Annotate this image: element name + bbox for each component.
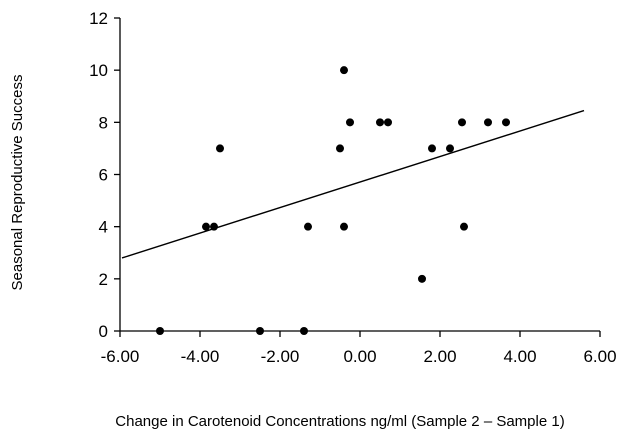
data-point	[418, 274, 426, 283]
data-point	[340, 66, 348, 75]
plot-area: 0 2 4 6 8 10 12 -6.00 -4.00 -2.00 0.00 2.00 4.00 6.00	[89, 9, 616, 366]
y-tick-label: 10	[89, 61, 108, 80]
data-point	[202, 222, 210, 231]
data-point	[256, 327, 264, 335]
data-point	[304, 222, 312, 231]
data-point	[346, 118, 354, 127]
y-tick-label: 12	[89, 9, 108, 28]
x-tick-label: -6.00	[101, 347, 140, 366]
x-tick-label: 0.00	[343, 347, 376, 366]
x-tick-label: -4.00	[181, 347, 220, 366]
x-tick-label: 6.00	[583, 347, 616, 366]
data-point	[210, 222, 218, 231]
data-point	[340, 222, 348, 231]
trend-line	[121, 109, 585, 259]
y-tick-label: 2	[99, 270, 108, 289]
data-point	[376, 118, 384, 127]
x-tick-label: 4.00	[503, 347, 536, 366]
x-tick-label: 2.00	[423, 347, 456, 366]
y-tick-label: 6	[99, 166, 108, 185]
y-tick-label: 8	[99, 113, 108, 132]
data-point	[446, 144, 454, 153]
y-tick-label: 0	[99, 322, 108, 341]
data-point	[300, 327, 308, 335]
x-axis-title: Change in Carotenoid Concentrations ng/m…	[115, 413, 564, 430]
data-point	[460, 222, 468, 231]
data-point	[458, 118, 466, 127]
data-point	[336, 144, 344, 153]
data-point	[384, 118, 392, 127]
data-point	[502, 118, 510, 127]
y-axis-title-group: Seasonal Reproductive Success	[9, 75, 26, 291]
y-tick-label: 4	[99, 218, 108, 237]
data-point	[428, 144, 436, 153]
data-point	[156, 327, 164, 335]
y-axis-title: Seasonal Reproductive Success	[9, 75, 26, 291]
x-tick-label: -2.00	[261, 347, 300, 366]
data-point	[484, 118, 492, 127]
data-point	[216, 144, 224, 153]
